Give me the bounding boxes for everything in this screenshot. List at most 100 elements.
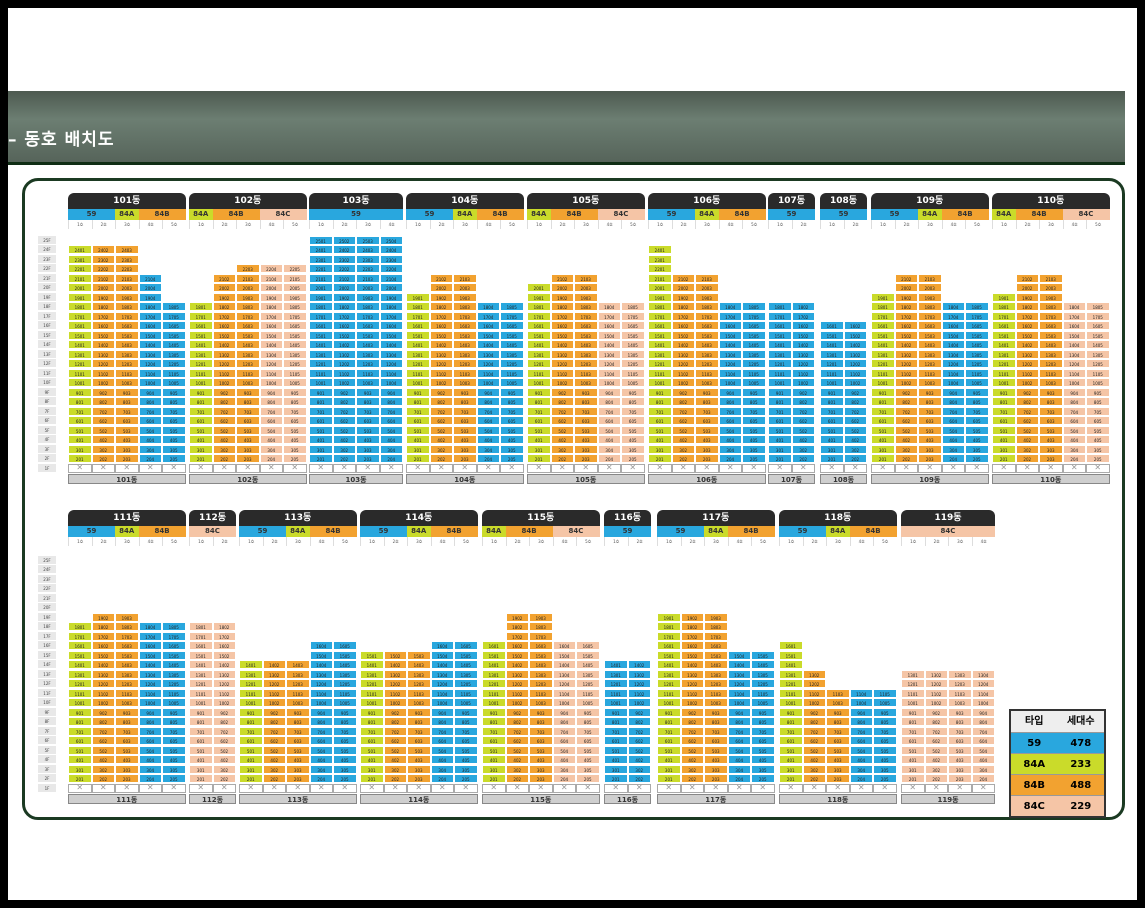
unit-cell: 902 [332,387,356,397]
unit-cell: 1202 [894,359,918,368]
unit-cell: 1202 [627,679,651,688]
unit-cell: 1001 [239,698,263,707]
unit-cell: 1701 [648,311,672,321]
unit-cell: 1605 [1086,321,1110,330]
unit-cell: 1402 [383,660,407,669]
unit-cell: 901 [68,387,92,397]
unit-cell: 502 [627,745,651,755]
unit-cell: 1102 [802,688,826,698]
unit-cell: 602 [429,416,453,425]
legend-row: 84B 488 [1011,774,1104,795]
unit-cell: 1705 [162,631,186,641]
unit-cell: 804 [718,397,742,406]
unit-cell: 1102 [1015,368,1039,378]
line-label: 2호 [843,220,867,229]
unit-cell: 1305 [742,349,766,359]
unit-cell: 804 [552,717,576,726]
floor-label: 6F [38,736,56,745]
unit-cell: 1903 [574,292,598,302]
type-label: 84B [309,526,357,537]
unit-cell: 501 [820,425,844,435]
unit-cell: 902 [1015,387,1039,397]
type-label: 84A [115,526,139,537]
unit-cell: 1602 [212,321,236,330]
unit-cell: 1003 [407,698,431,707]
unit-cell: 803 [918,397,942,406]
line-label: 4호 [597,220,621,229]
building-footer: 119동 [901,794,995,804]
unit-cell: 1605 [162,641,186,650]
unit-cell: 1103 [236,368,260,378]
unit-cell: 1202 [671,359,695,368]
unit-cell: 2201 [68,264,92,273]
unit-cell: 1705 [162,311,186,321]
unit-cell: 1104 [971,688,995,698]
unit-cell: 1303 [407,669,431,679]
unit-cell: 1102 [91,688,115,698]
unit-cell: 203 [948,774,972,783]
unit-cell: 1604 [309,641,333,650]
unit-cell: 301 [406,444,430,454]
unit-cell: 1201 [648,359,672,368]
unit-cell: 702 [91,406,115,416]
unit-cell: 505 [965,425,989,435]
unit-cell: 401 [406,435,430,444]
unit-cell: 601 [657,736,681,745]
unit-cell: 1505 [333,650,357,660]
type-row: 59 84A 84B [648,209,766,220]
line-row: 1호 2호 3호 4호 5호 [871,220,989,229]
building-footer: 111동 [68,794,186,804]
type-row: 59 [820,209,867,220]
unit-cell: 1301 [871,349,895,359]
unit-cell: 403 [695,435,719,444]
unit-cell: 1502 [671,330,695,340]
line-label: 1호 [648,220,672,229]
unit-cell: 402 [91,755,115,764]
unit-cell: 1104 [138,368,162,378]
unit-cell: 1101 [309,368,333,378]
unit-cell: 1603 [453,321,477,330]
line-row: 1호 2호 3호 4호 5호 [527,220,645,229]
unit-cell: 1304 [309,669,333,679]
unit-cell: 1201 [527,359,551,368]
unit-cell: 1605 [500,321,524,330]
unit-cell: 1403 [236,340,260,349]
unit-cell: 1505 [500,330,524,340]
line-label: 3호 [453,220,477,229]
unit-cell: 903 [286,707,310,717]
piloti-cell [360,783,384,793]
type-row: 84A 84B 84C [189,209,307,220]
unit-cell: 1102 [791,368,815,378]
unit-cell: 1703 [236,311,260,321]
unit-cell: 605 [500,416,524,425]
unit-cell: 1401 [768,340,792,349]
unit-cell: 1201 [871,359,895,368]
unit-cell: 1604 [597,321,621,330]
floor-label: 25F [38,555,56,565]
unit-cell: 205 [965,454,989,463]
unit-cell: 301 [871,444,895,454]
unit-cell: 301 [68,764,92,774]
unit-cell: 701 [768,406,792,416]
type-label: 84A [407,526,431,537]
unit-cell: 1503 [453,330,477,340]
unit-cell: 705 [162,726,186,736]
unit-cell: 204 [138,774,162,783]
unit-cell: 1201 [189,679,213,688]
unit-cell: 1204 [1062,359,1086,368]
unit-cell: 701 [527,406,551,416]
line-label: 2호 [383,537,407,546]
unit-cell: 505 [1086,425,1110,435]
line-label: 1호 [189,220,213,229]
unit-cell: 1902 [429,292,453,302]
unit-cell: 1401 [527,340,551,349]
unit-cell: 1504 [309,650,333,660]
unit-cell: 1501 [309,330,333,340]
unit-cell: 1402 [1015,340,1039,349]
unit-cell: 204 [727,774,751,783]
unit-cell: 1402 [680,660,704,669]
unit-cell: 904 [941,387,965,397]
unit-cell: 401 [768,435,792,444]
unit-cell: 2303 [356,254,380,264]
unit-cell: 405 [162,755,186,764]
